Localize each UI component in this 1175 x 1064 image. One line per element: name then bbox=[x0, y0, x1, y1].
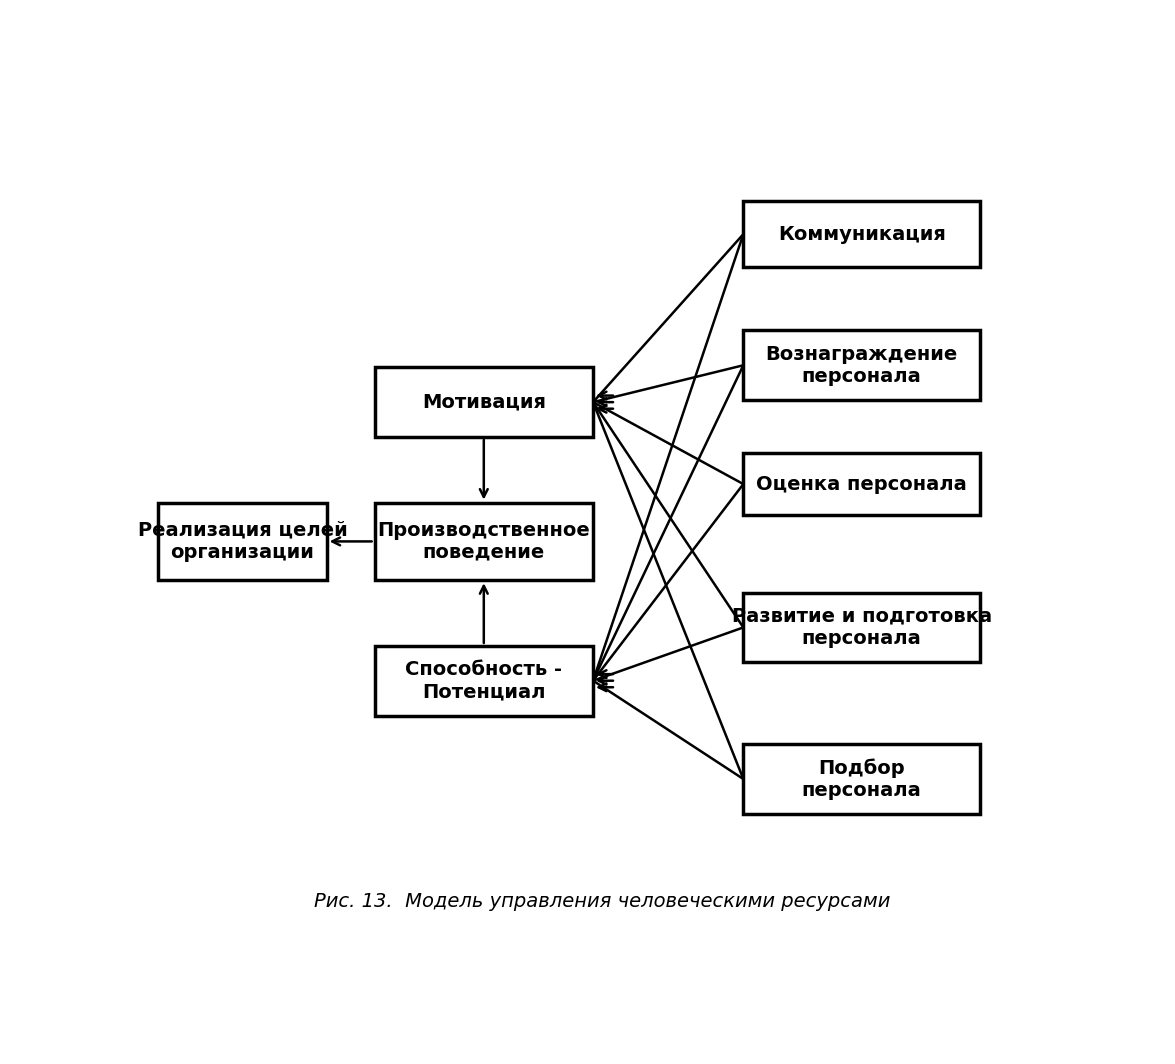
Text: Коммуникация: Коммуникация bbox=[778, 225, 946, 244]
Text: Вознаграждение
персонала: Вознаграждение персонала bbox=[766, 345, 958, 386]
Text: Развитие и подготовка
персонала: Развитие и подготовка персонала bbox=[732, 606, 992, 648]
FancyBboxPatch shape bbox=[744, 331, 980, 400]
Text: Производственное
поведение: Производственное поведение bbox=[377, 521, 590, 562]
FancyBboxPatch shape bbox=[375, 502, 593, 580]
FancyBboxPatch shape bbox=[375, 646, 593, 715]
Text: Подбор
персонала: Подбор персонала bbox=[801, 759, 921, 800]
FancyBboxPatch shape bbox=[744, 453, 980, 515]
FancyBboxPatch shape bbox=[744, 593, 980, 662]
FancyBboxPatch shape bbox=[159, 502, 327, 580]
Text: Способность -
Потенциал: Способность - Потенциал bbox=[405, 660, 563, 701]
Text: Мотивация: Мотивация bbox=[422, 393, 546, 412]
FancyBboxPatch shape bbox=[375, 367, 593, 437]
Text: Рис. 13.  Модель управления человеческими ресурсами: Рис. 13. Модель управления человеческими… bbox=[314, 893, 891, 912]
Text: Оценка персонала: Оценка персонала bbox=[757, 475, 967, 494]
FancyBboxPatch shape bbox=[744, 744, 980, 814]
FancyBboxPatch shape bbox=[744, 201, 980, 267]
Text: Реализация целей
организации: Реализация целей организации bbox=[137, 521, 348, 562]
